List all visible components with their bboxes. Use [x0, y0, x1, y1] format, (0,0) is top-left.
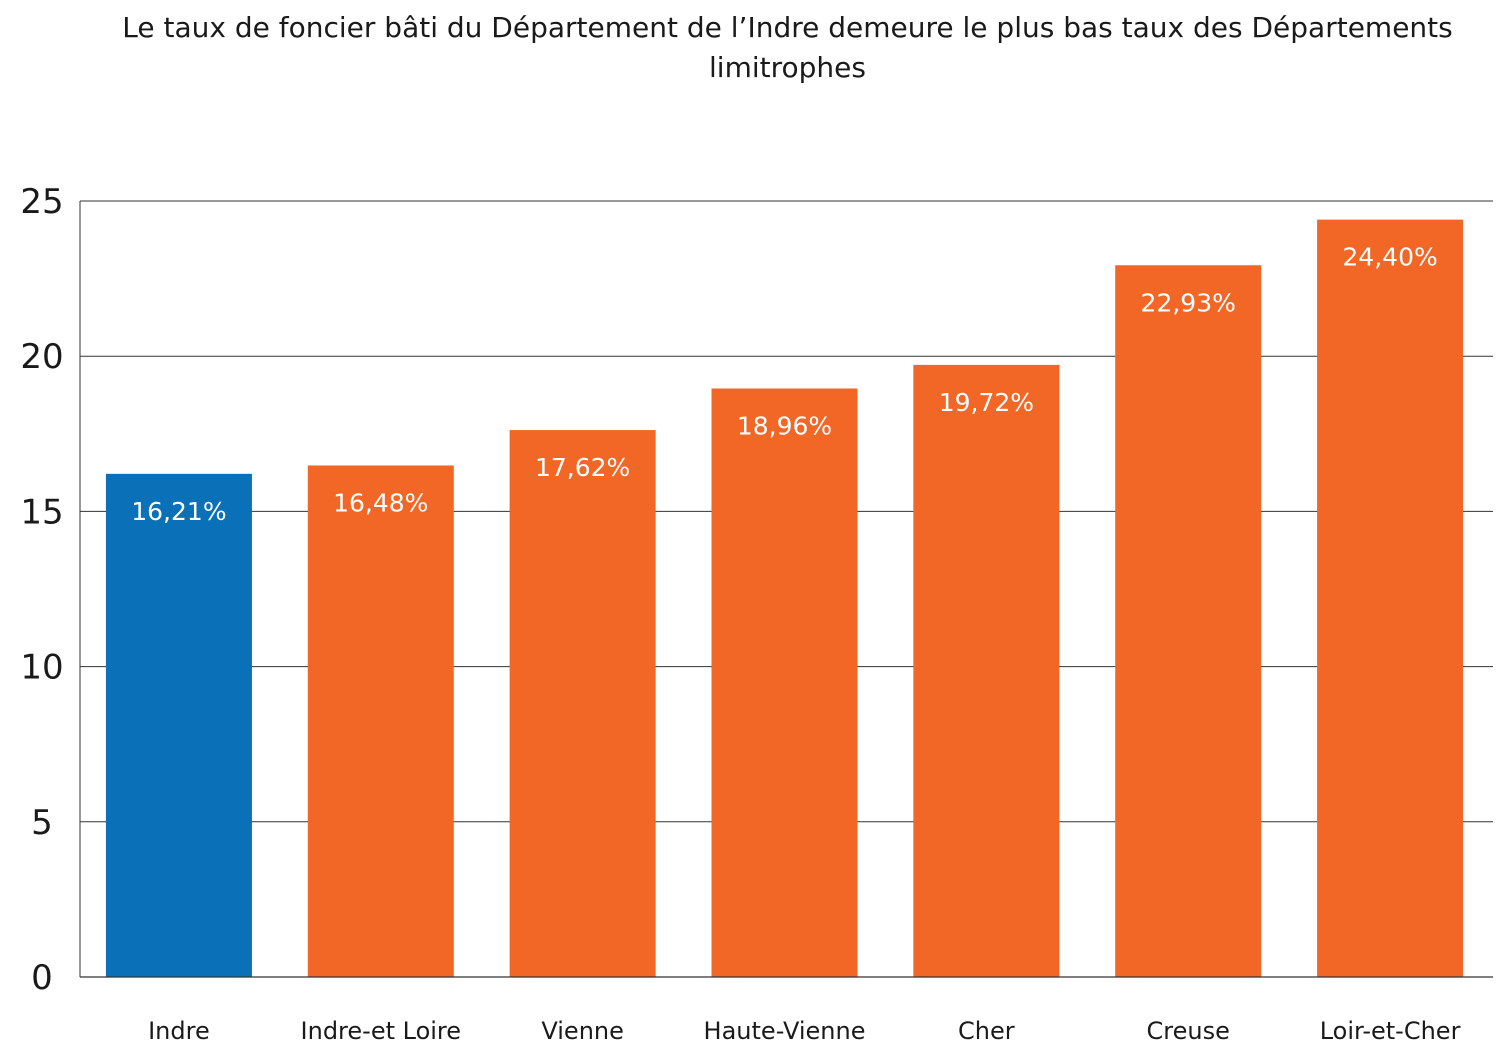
y-tick-label: 5 [31, 803, 53, 843]
bar-0 [105, 473, 252, 977]
y-axis-ticks: 0 5 10 15 20 25 [20, 182, 63, 998]
bar-2 [509, 430, 656, 977]
data-label-4: 19,72% [939, 388, 1034, 417]
bar-5 [1115, 265, 1262, 977]
data-label-2: 17,62% [535, 453, 630, 482]
data-label-6: 24,40% [1342, 243, 1437, 272]
x-category-label-3: Haute-Vienne [704, 1017, 866, 1045]
data-label-3: 18,96% [737, 411, 832, 440]
y-tick-label: 15 [20, 492, 63, 532]
bar-3 [711, 388, 858, 978]
x-category-label-5: Creuse [1147, 1017, 1230, 1045]
x-category-label-2: Vienne [541, 1017, 624, 1045]
chart-title: Le taux de foncier bâti du Département d… [122, 11, 1453, 84]
y-tick-label: 10 [20, 648, 63, 688]
x-category-label-0: Indre [148, 1017, 210, 1045]
bar-4 [913, 364, 1060, 977]
bars [105, 219, 1464, 978]
x-axis-labels: Indre Indre-et Loire Vienne Haute-Vienne Che… [148, 1017, 1460, 1045]
data-label-0: 16,21% [131, 497, 226, 526]
y-tick-label: 20 [20, 337, 63, 377]
bar-6 [1317, 219, 1464, 977]
x-category-label-4: Cher [958, 1017, 1015, 1045]
y-tick-label: 0 [31, 958, 53, 998]
bar-1 [307, 465, 454, 977]
data-label-5: 22,93% [1141, 288, 1236, 317]
data-label-1: 16,48% [333, 488, 428, 517]
x-category-label-6: Loir-et-Cher [1320, 1017, 1461, 1045]
data-labels: 16,21% 16,48% 17,62% 18,96% 19,72% 22,93% 24,4… [131, 243, 1437, 526]
x-category-label-1: Indre-et Loire [301, 1017, 462, 1045]
y-tick-label: 25 [20, 182, 63, 222]
